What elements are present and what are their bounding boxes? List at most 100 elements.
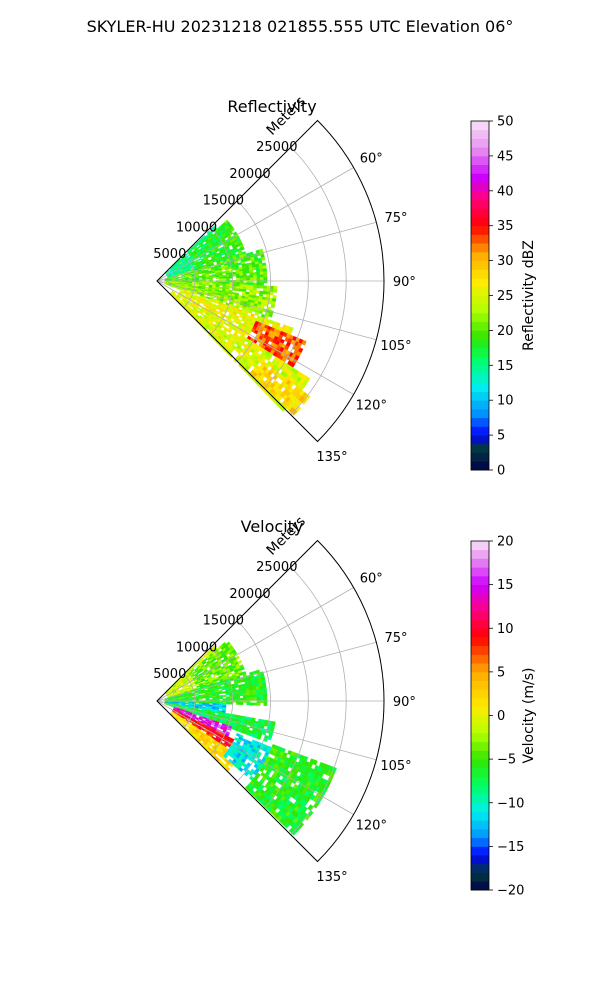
colorbar-segment (471, 671, 489, 682)
colorbar-tick-label: 5 (497, 665, 505, 680)
colorbar-segment (471, 234, 489, 244)
echo-cell (192, 684, 197, 688)
echo-cell (263, 279, 268, 284)
azimuth-tick-label: 135° (316, 870, 347, 885)
echo-cell (239, 693, 244, 697)
range-tick-label: 10000 (176, 641, 217, 656)
echo-cell (242, 697, 247, 701)
azimuth-spoke (156, 700, 354, 815)
colorbar-segment (471, 391, 489, 401)
azimuth-tick-label: 90° (393, 275, 416, 290)
echo-cell (184, 702, 189, 705)
echo-cell (246, 702, 251, 706)
azimuth-spoke (156, 221, 377, 282)
echo-cell (249, 272, 254, 276)
colorbar-segment (471, 321, 489, 331)
colorbar-segment (471, 330, 489, 340)
echo-cell (178, 703, 183, 705)
range-tick-label: 25000 (256, 140, 297, 155)
echo-cell (246, 695, 251, 699)
echo-cell (249, 692, 254, 696)
colorbar-segment (471, 724, 489, 734)
figure-title: SKYLER-HU 20231218 021855.555 UTC Elevat… (87, 17, 514, 36)
echo-cell (258, 310, 264, 315)
colorbar-segment (471, 286, 489, 296)
echo-cell (260, 256, 266, 261)
echo-cell (312, 801, 320, 809)
azimuth-spoke (156, 587, 354, 702)
echo-cell (168, 279, 172, 281)
echo-cell (221, 271, 227, 274)
colorbar-tick-label: −15 (497, 840, 524, 855)
velocity-colorbar: Velocity (m/s) −20 −15 −10 −5 0 5 10 15 20 (470, 535, 537, 899)
reflectivity-colorbar-label: Reflectivity dBZ (521, 240, 537, 351)
colorbar-segment (471, 251, 489, 262)
echo-cell (246, 697, 251, 701)
echo-cell (225, 698, 230, 701)
echo-cell (221, 267, 226, 271)
echo-cell (252, 266, 257, 271)
colorbar-segment (471, 443, 489, 453)
azimuth-tick-label: 75° (384, 631, 407, 646)
colorbar-tick-label: 15 (497, 359, 514, 374)
echo-cell (195, 701, 200, 704)
velocity-colorbar-label: Velocity (m/s) (521, 668, 537, 764)
colorbar-segment (471, 785, 489, 795)
colorbar-segment (471, 347, 489, 357)
echo-cell (291, 409, 298, 416)
echo-cell (222, 276, 227, 279)
colorbar-tick-label: 35 (497, 219, 514, 234)
colorbar-segment (471, 452, 489, 462)
colorbar-segment (471, 304, 489, 314)
echo-cell (225, 701, 230, 705)
colorbar-segment (471, 426, 489, 436)
echo-cell (198, 276, 203, 279)
echo-cell (256, 285, 261, 289)
colorbar-segment (471, 794, 489, 804)
echo-cell (256, 274, 261, 278)
echo-cell (242, 282, 247, 286)
echo-cell (259, 285, 264, 289)
colorbar-segment (471, 374, 489, 384)
colorbar-segment (471, 680, 489, 690)
colorbar-segment (471, 610, 489, 620)
colorbar-segment (471, 619, 489, 629)
echo-cell (253, 697, 258, 701)
echo-cell (256, 702, 261, 706)
azimuth-spoke (156, 280, 354, 395)
echo-cell (237, 659, 242, 665)
echo-cell (246, 692, 251, 696)
echo-cell (246, 277, 251, 281)
echo-cell (218, 691, 223, 695)
echo-cell (232, 697, 237, 701)
echo-cell (263, 699, 268, 704)
echo-cell (198, 697, 203, 700)
echo-cell (245, 270, 250, 274)
colorbar-segment (471, 558, 489, 568)
echo-cell (242, 275, 247, 279)
echo-cell (208, 701, 213, 704)
colorbar-segment (471, 575, 489, 586)
reflectivity-title: Reflectivity (227, 97, 316, 116)
echo-cell (178, 276, 182, 279)
colorbar-segment (471, 855, 489, 865)
colorbar-segment (471, 567, 489, 577)
reflectivity-panel: Reflectivity 60° 75° 90° 105° 120° 135° 5000 10… (153, 93, 416, 465)
echo-cell (221, 687, 226, 691)
colorbar-tick-label: 10 (497, 394, 514, 409)
colorbar-segment (471, 654, 489, 664)
echo-cell (263, 691, 268, 695)
colorbar-segment (471, 776, 489, 786)
velocity-echo-layer (164, 641, 337, 836)
colorbar-tick-label: 25 (497, 289, 514, 304)
echo-cell (259, 282, 264, 286)
echo-cell (181, 274, 186, 277)
echo-cell (259, 688, 264, 693)
echo-cell (197, 258, 202, 262)
echo-cell (206, 296, 211, 300)
range-tick-label: 25000 (256, 560, 297, 575)
echo-cell (235, 288, 240, 292)
echo-cell (249, 702, 254, 706)
echo-cell (230, 227, 235, 232)
velocity-panel: Velocity 60° 75° 90° 105° 120° 135° 5000 10000 1… (153, 513, 416, 885)
